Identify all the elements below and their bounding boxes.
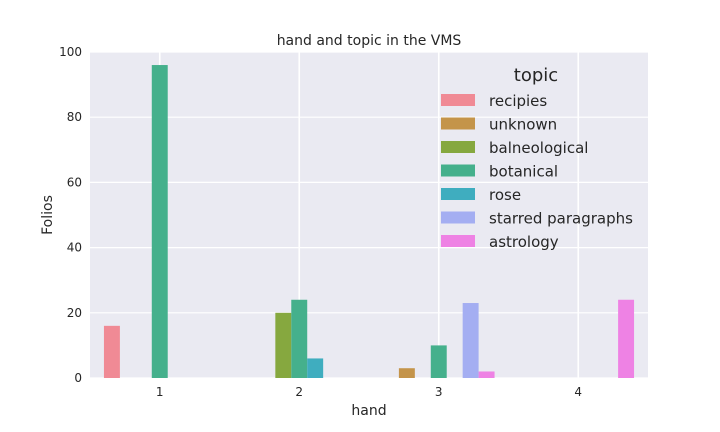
bar-botanical-hand-2 bbox=[291, 299, 308, 378]
y-axis-label: Folios bbox=[40, 195, 56, 235]
x-axis-ticks: 1 2 3 4 bbox=[156, 385, 582, 399]
legend-entry-label: botanical bbox=[489, 163, 558, 181]
legend-entry-label: recipies bbox=[489, 92, 547, 110]
bar-botanical-hand-1 bbox=[151, 65, 168, 378]
y-tick-label: 80 bbox=[67, 110, 82, 124]
bar-balneological-hand-2 bbox=[275, 312, 292, 378]
x-tick-label: 4 bbox=[574, 385, 582, 399]
legend-entry-label: balneological bbox=[489, 139, 588, 157]
legend-swatch bbox=[441, 117, 475, 130]
y-tick-label: 0 bbox=[74, 371, 82, 385]
legend-swatch bbox=[441, 188, 475, 200]
plot-area bbox=[90, 52, 648, 378]
legend-swatch bbox=[441, 235, 475, 247]
bar-starred-paragraphs-hand-3 bbox=[462, 303, 479, 378]
legend-swatch bbox=[441, 141, 475, 153]
chart-title: hand and topic in the VMS bbox=[277, 33, 462, 49]
legend-entry-label: astrology bbox=[489, 233, 559, 251]
bar-astrology-hand-4 bbox=[618, 299, 635, 378]
y-tick-label: 100 bbox=[59, 45, 82, 59]
x-tick-label: 1 bbox=[156, 385, 164, 399]
bar-unknown-hand-3 bbox=[398, 368, 415, 378]
legend-swatch bbox=[441, 211, 475, 224]
legend-title: topic bbox=[514, 65, 558, 86]
legend-entry-label: unknown bbox=[489, 116, 557, 134]
y-axis-ticks: 0 20 40 60 80 100 bbox=[59, 45, 82, 385]
x-tick-label: 3 bbox=[435, 385, 443, 399]
legend-entry-label: rose bbox=[489, 186, 521, 204]
bars bbox=[103, 65, 635, 378]
bar-botanical-hand-3 bbox=[430, 345, 447, 378]
legend-swatch bbox=[441, 164, 475, 177]
bar-recipies-hand-1 bbox=[103, 325, 120, 378]
x-axis-label: hand bbox=[351, 403, 386, 419]
legend: topic recipies unknown balneological botani… bbox=[441, 65, 633, 251]
bar-astrology-hand-3 bbox=[478, 371, 495, 378]
y-tick-label: 40 bbox=[67, 241, 82, 255]
legend-swatch bbox=[441, 94, 475, 106]
y-tick-label: 20 bbox=[67, 306, 82, 320]
bar-rose-hand-2 bbox=[307, 358, 324, 378]
x-tick-label: 2 bbox=[295, 385, 303, 399]
legend-entry-label: starred paragraphs bbox=[489, 210, 633, 228]
y-tick-label: 60 bbox=[67, 175, 82, 189]
